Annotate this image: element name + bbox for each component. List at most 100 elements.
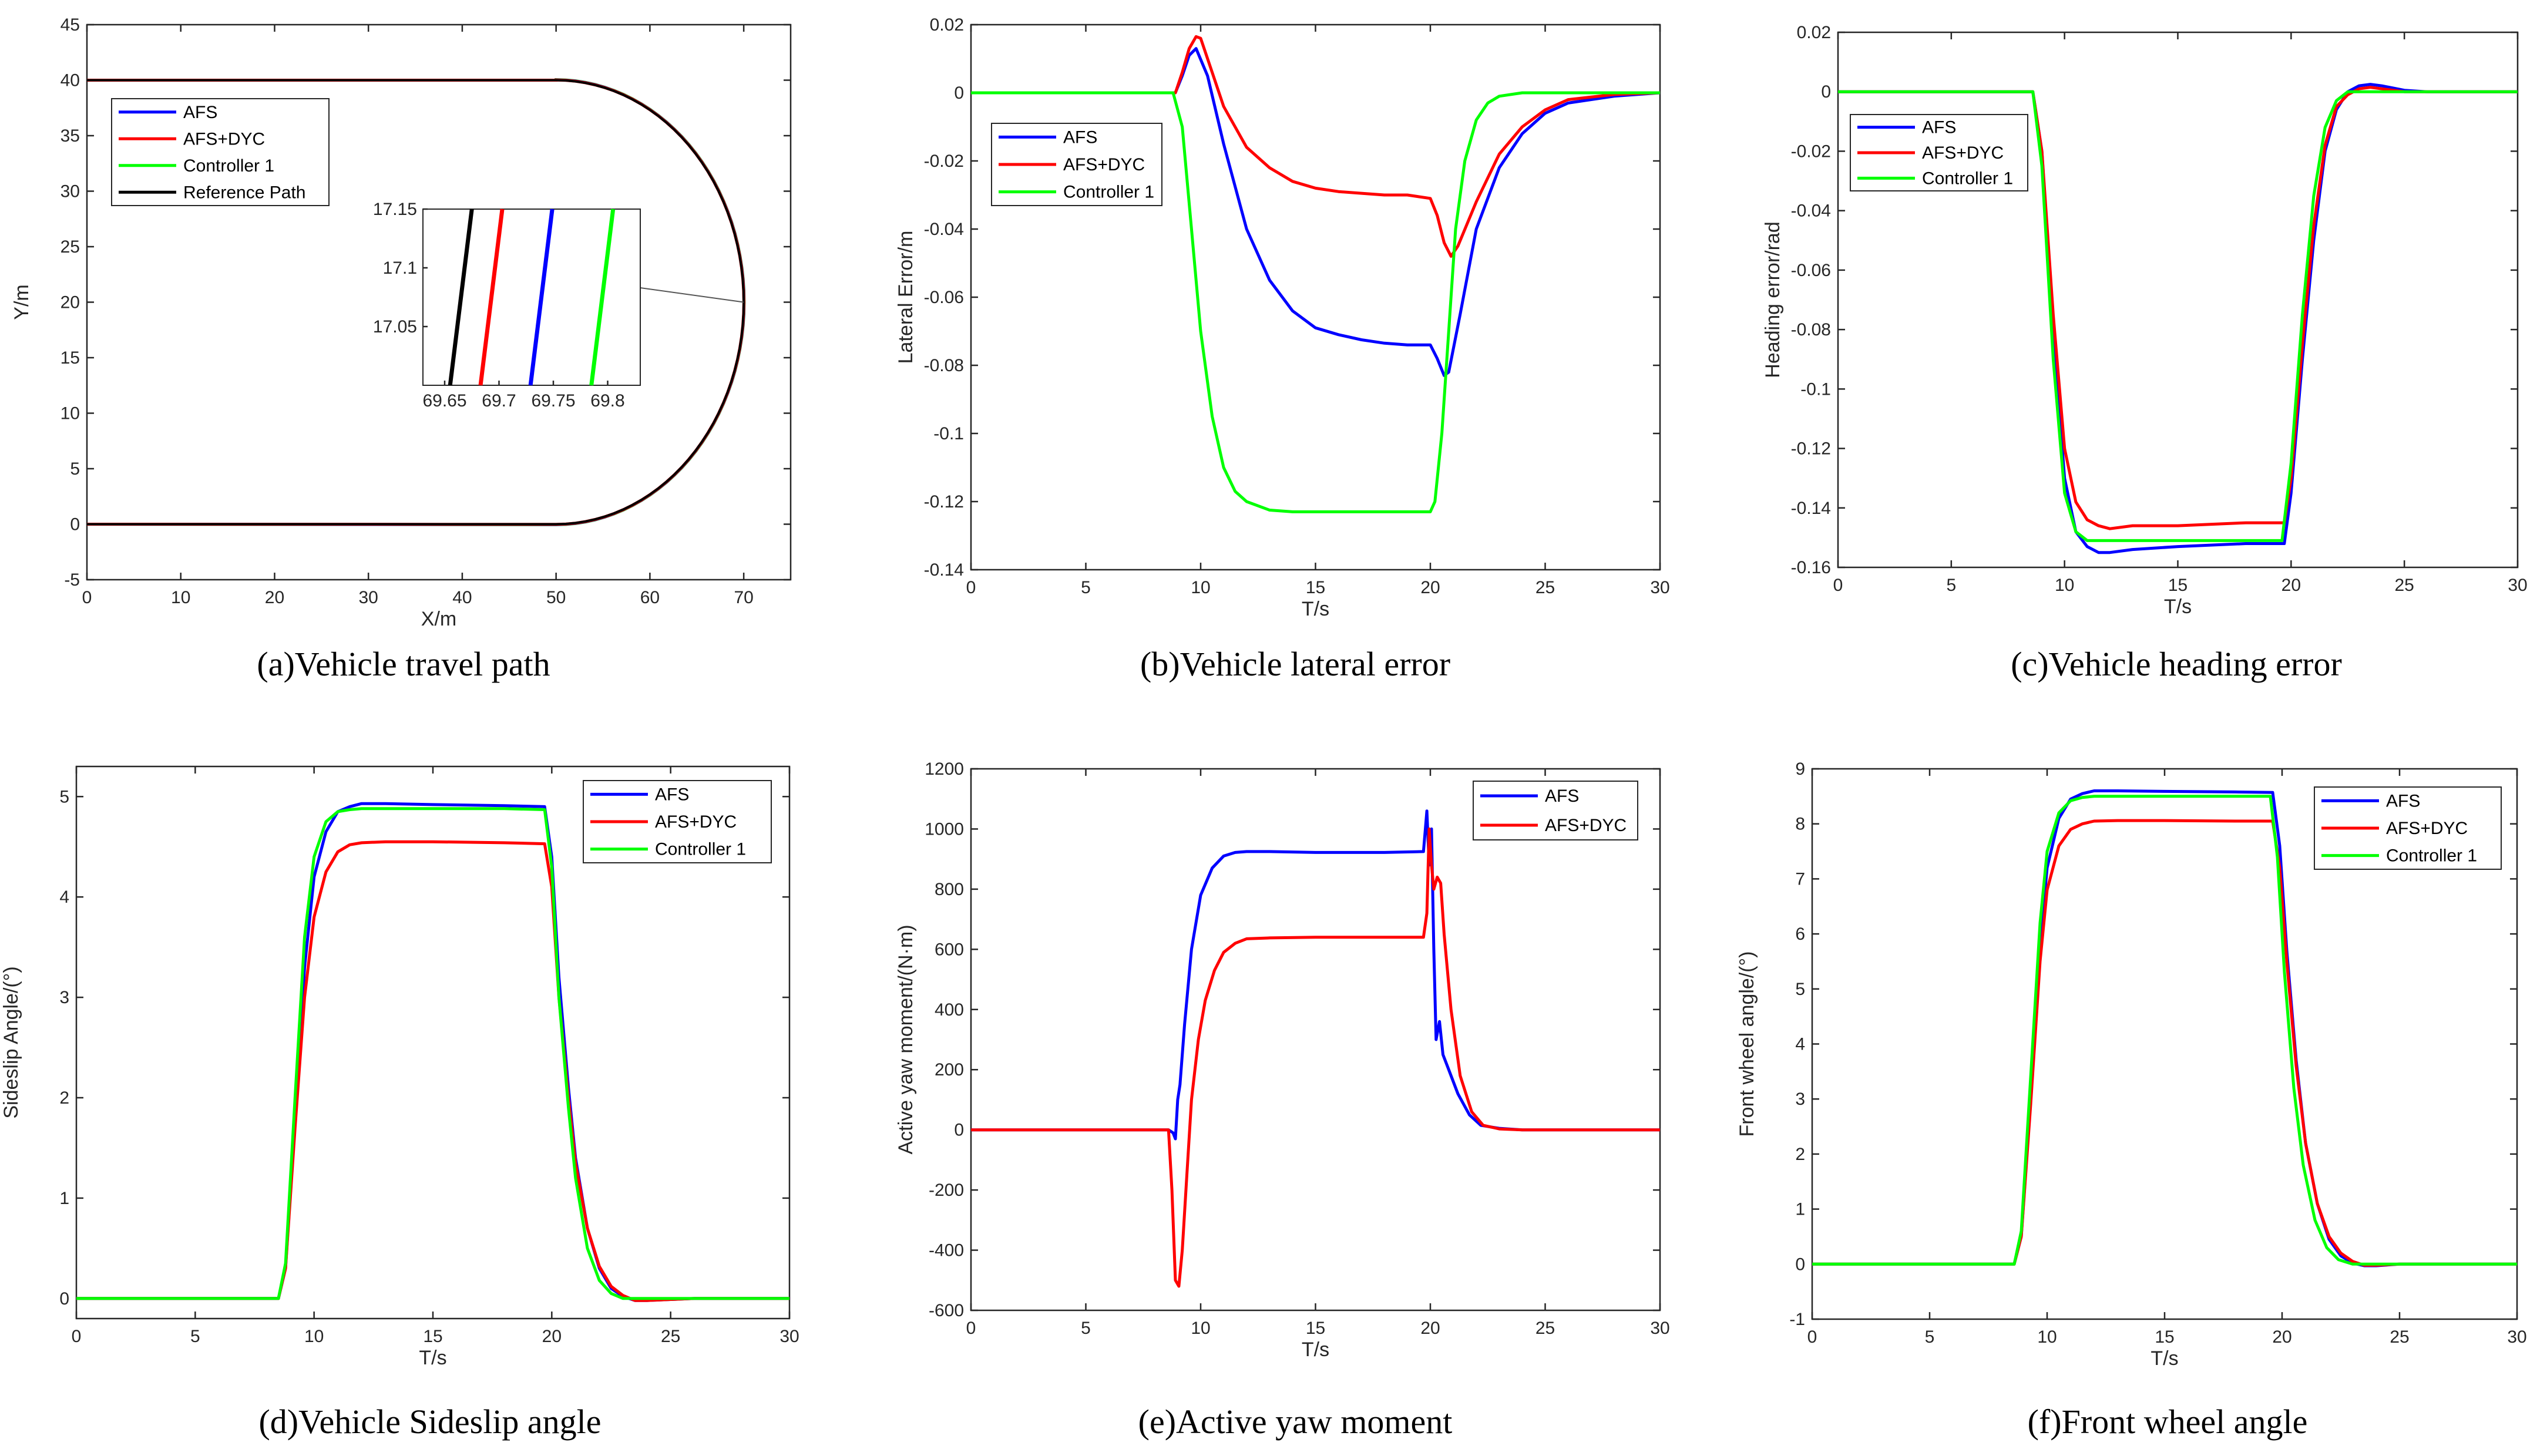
series-group [1812, 789, 2517, 1267]
x-tick-label: 30 [1650, 1319, 1669, 1338]
y-tick-label: 2 [1795, 1145, 1805, 1164]
inset-line [478, 209, 505, 386]
x-tick-label: 10 [171, 588, 190, 607]
inset-line [589, 209, 616, 386]
y-tick-label: -0.08 [1791, 320, 1831, 339]
x-tick-label: 5 [1081, 578, 1091, 597]
x-tick-label: 5 [1946, 576, 1956, 595]
inset-x-tick-label: 69.65 [422, 391, 466, 411]
x-tick-label: 0 [72, 1327, 82, 1346]
y-tick-label: 30 [61, 182, 80, 201]
y-tick-label: 1200 [925, 759, 964, 779]
y-tick-label: 15 [61, 348, 80, 368]
path-reference-path [87, 79, 745, 526]
y-tick-label: -0.04 [924, 220, 964, 239]
y-tick-label: -600 [929, 1301, 964, 1320]
x-tick-label: 10 [2037, 1327, 2057, 1347]
caption-f: (f)Front wheel angle [2028, 1403, 2308, 1441]
y-tick-label: 1 [59, 1189, 69, 1208]
series-group [76, 802, 789, 1302]
legend-label: AFS [1063, 127, 1097, 147]
x-tick-label: 10 [304, 1327, 324, 1346]
x-tick-label: 15 [2155, 1327, 2174, 1347]
y-tick-label: 35 [61, 126, 80, 146]
x-tick-label: 0 [1807, 1327, 1817, 1347]
series-line-afs [1812, 789, 2517, 1267]
series-group [86, 78, 746, 526]
legend-label: AFS [183, 103, 217, 122]
y-tick-label: -0.14 [924, 560, 964, 580]
series-line-controller-1 [971, 91, 1660, 513]
y-tick-label: -0.02 [1791, 142, 1831, 161]
y-tick-label: 0 [59, 1289, 69, 1309]
x-tick-label: 15 [1306, 578, 1325, 597]
series-line-controller-1 [1838, 90, 2518, 542]
chart-active-yaw-moment: 0 5 10 15 20 25 30 -600 -400 -200 0 200 400 600 800 100… [895, 759, 1670, 1361]
y-tick-label: 0.02 [1797, 23, 1831, 42]
y-tick-label: 9 [1795, 759, 1805, 779]
x-tick-label: 20 [2272, 1327, 2291, 1347]
y-tick-label: 5 [70, 459, 80, 479]
legend-label: AFS+DYC [183, 129, 265, 149]
inset-x-tick-label: 69.8 [590, 391, 624, 411]
series-group [971, 35, 1661, 513]
y-tick-label: 2 [59, 1088, 69, 1108]
x-tick-label: 20 [265, 588, 284, 607]
x-tick-label: 0 [82, 588, 92, 607]
inset-connector-line [640, 287, 744, 303]
inset-line [528, 209, 555, 386]
x-tick-label: 60 [640, 588, 660, 607]
x-axis-label: T/s [419, 1347, 446, 1369]
y-axis-label: Y/m [11, 284, 33, 320]
y-axis-label: Front wheel angle/(°) [1736, 951, 1758, 1137]
chart-vehicle-lateral-error: 0 5 10 15 20 25 30 -0.14 -0.12 -0.1 -0.08 -0.06 -0.0… [895, 15, 1670, 620]
x-tick-label: 30 [2508, 576, 2527, 595]
y-tick-label: -0.12 [1791, 439, 1831, 459]
series-line-afs-dyc [971, 827, 1660, 1288]
legend-box [1473, 781, 1638, 840]
y-tick-label: -200 [929, 1181, 964, 1200]
x-tick-label: 10 [1191, 578, 1210, 597]
y-tick-label: 400 [935, 1000, 964, 1020]
series-group [1838, 83, 2518, 554]
y-tick-label: 1000 [925, 819, 964, 839]
legend-label: Controller 1 [1922, 169, 2013, 188]
x-tick-label: 30 [2507, 1327, 2526, 1347]
series-line-controller-1 [76, 807, 789, 1300]
y-tick-label: -0.04 [1791, 201, 1831, 221]
legend-label: AFS+DYC [655, 812, 737, 832]
x-tick-label: 5 [1925, 1327, 1935, 1347]
x-tick-label: 20 [2281, 576, 2301, 595]
chart-vehicle-travel-path: 0 10 20 30 40 50 60 70-5051015202530354045X/mY/… [11, 15, 792, 630]
y-tick-label: 4 [1795, 1035, 1805, 1054]
legend-label: Controller 1 [655, 840, 746, 859]
series-line-afs-dyc [1838, 86, 2518, 530]
legend-label: Controller 1 [1063, 183, 1154, 202]
x-tick-label: 20 [542, 1327, 562, 1346]
y-tick-label: 200 [935, 1060, 964, 1080]
legend-label: AFS+DYC [1063, 155, 1145, 174]
y-tick-label: -0.16 [1791, 558, 1831, 577]
x-axis-label: X/m [421, 608, 456, 630]
inset-x-tick-label: 69.75 [531, 391, 575, 411]
series-group [971, 809, 1660, 1288]
inset-frame [422, 209, 641, 386]
series-line-afs [971, 809, 1660, 1141]
y-tick-label: 5 [59, 787, 69, 806]
caption-a: (a)Vehicle travel path [257, 645, 550, 683]
y-tick-label: -0.06 [924, 288, 964, 307]
y-tick-label: -0.1 [1800, 379, 1831, 399]
y-tick-label: 25 [61, 237, 80, 257]
x-tick-label: 25 [2390, 1327, 2409, 1347]
x-tick-label: 5 [1081, 1319, 1091, 1338]
caption-b: (b)Vehicle lateral error [1140, 645, 1450, 683]
x-tick-label: 25 [1535, 1319, 1555, 1338]
legend-label: Controller 1 [183, 156, 274, 176]
legend-label: Controller 1 [2386, 846, 2477, 866]
y-tick-label: 20 [61, 293, 80, 312]
y-tick-label: 6 [1795, 924, 1805, 944]
series-line-afs [971, 47, 1661, 377]
y-tick-label: 10 [61, 404, 80, 423]
x-tick-label: 30 [359, 588, 378, 607]
